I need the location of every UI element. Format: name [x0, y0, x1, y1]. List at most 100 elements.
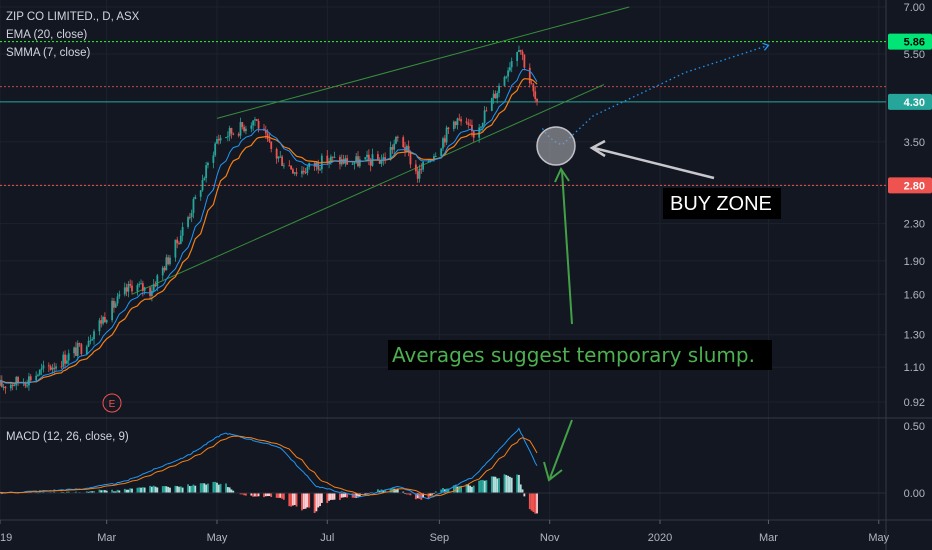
candle-body [478, 127, 481, 138]
candle-body [393, 143, 396, 150]
price-tag-label: 5.86 [904, 37, 925, 49]
candle-body [384, 157, 387, 161]
channel-line [131, 84, 605, 295]
macd-bar [35, 491, 38, 493]
macd-legend[interactable]: MACD (12, 26, close, 9) [6, 431, 129, 443]
candle-body [9, 384, 12, 389]
macd-bar [346, 493, 349, 498]
candle-body [434, 155, 437, 157]
candle-body [353, 162, 356, 164]
macd-bar [138, 487, 141, 493]
candle-body [17, 377, 19, 383]
macd-bar [407, 493, 410, 495]
candle-body [505, 76, 508, 78]
candle-body [483, 110, 486, 123]
macd-bar [326, 493, 329, 504]
macd-bar [136, 487, 139, 493]
macd-bar [114, 491, 117, 493]
macd-bar [102, 490, 104, 493]
candle-body [125, 287, 128, 292]
macd-bar [433, 493, 435, 495]
candle-body [480, 126, 482, 128]
candle-body [28, 376, 30, 386]
smma-legend[interactable]: SMMA (7, close) [6, 47, 91, 59]
macd-bar [454, 484, 457, 493]
candle-body [293, 172, 296, 174]
buy-zone-ellipse[interactable] [536, 126, 576, 166]
candle-body [49, 366, 52, 370]
candle-body [207, 162, 209, 166]
earnings-marker[interactable] [102, 393, 122, 413]
candle-body [467, 122, 470, 125]
grid-lines [0, 0, 886, 520]
candle-body [47, 365, 50, 367]
candle-body [378, 159, 381, 164]
candle-body [380, 160, 383, 164]
macd-bar [342, 493, 345, 498]
candle-body [481, 122, 484, 127]
macd-bar [521, 489, 524, 493]
candle-body [53, 367, 56, 369]
candle-body [62, 354, 65, 367]
macd-bar [306, 493, 309, 508]
candle-body [228, 128, 231, 137]
candle-body [165, 257, 168, 271]
candle-body [523, 54, 526, 68]
macd-bar [111, 489, 114, 493]
macd-bar [414, 493, 417, 500]
projection-arrowhead [762, 42, 770, 51]
macd-bar [485, 480, 488, 493]
macd-bar [395, 488, 397, 493]
candle-body [456, 118, 459, 126]
macd-bar [226, 487, 229, 493]
candle-body [442, 138, 444, 149]
macd-bar [75, 491, 77, 493]
candle-body [382, 157, 385, 161]
candle-body [219, 137, 222, 141]
buy-zone-arrow[interactable] [589, 139, 715, 180]
macd-bar [129, 488, 132, 493]
candle-body [494, 93, 497, 99]
candle-body [55, 366, 57, 369]
up-arrow[interactable] [554, 166, 573, 325]
macd-bar [131, 488, 133, 493]
time-axis[interactable]: 2019 Mar May Jul Sep Nov 2020 Mar May [0, 520, 890, 544]
candle-body [490, 98, 493, 111]
ema-legend[interactable]: EMA (20, close) [6, 29, 87, 41]
macd-bar [91, 491, 94, 493]
macd-bar [216, 482, 218, 493]
macd-bar [382, 490, 385, 493]
macd-bar [431, 493, 434, 495]
candle-body [190, 212, 193, 218]
down-arrow[interactable] [543, 419, 573, 482]
macd-axis[interactable]: 0.50 0.00 [904, 421, 925, 500]
macd-bar [518, 474, 520, 493]
macd-bar [66, 491, 68, 493]
trend-channel[interactable] [131, 6, 630, 295]
candle-body [169, 257, 171, 265]
projection-path[interactable] [541, 44, 769, 146]
candle-body [326, 155, 329, 163]
macd-bar [212, 481, 215, 493]
candle-body [150, 290, 153, 296]
macd-bar [163, 486, 166, 493]
macd-bar [165, 486, 168, 493]
macd-bar [245, 493, 247, 496]
candle-body [0, 380, 1, 386]
candle-body [409, 152, 412, 165]
macd-bar [319, 493, 321, 507]
symbol-title[interactable]: ZIP CO LIMITED., D, ASX [6, 11, 140, 23]
macd-bar [333, 493, 336, 500]
candle-body [275, 148, 278, 159]
candle-body [60, 366, 63, 368]
price-tags: 5.86 4.30 2.80 [888, 33, 932, 194]
macd-bar [239, 493, 242, 495]
candle-body [216, 139, 218, 144]
macd-bar [313, 493, 316, 514]
buy-zone-label[interactable]: BUY ZONE [670, 193, 772, 215]
averages-note[interactable]: Averages suggest temporary slump. [392, 343, 755, 367]
macd-bar [167, 486, 170, 493]
macd-bar [429, 493, 432, 497]
